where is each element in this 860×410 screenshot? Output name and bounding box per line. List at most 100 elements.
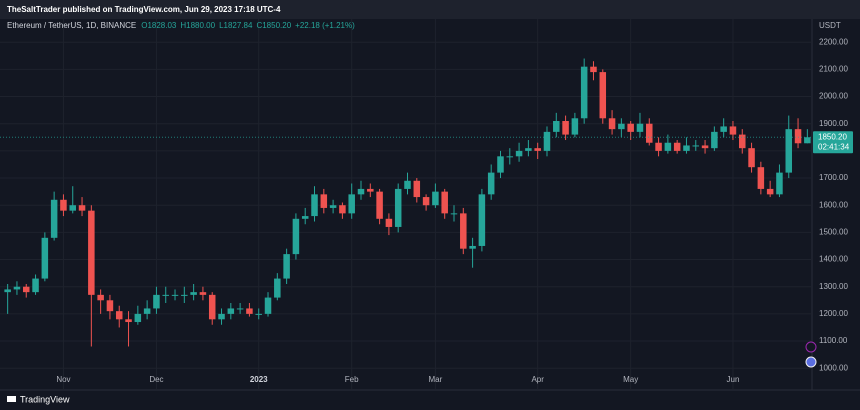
body <box>227 308 235 314</box>
body <box>460 213 467 249</box>
y-tick-label: 1500.00 <box>819 227 848 236</box>
body <box>190 292 197 295</box>
body <box>97 294 104 301</box>
ohlc-value: C1850.20 <box>256 21 291 30</box>
body <box>571 118 579 135</box>
body <box>218 313 225 320</box>
y-tick-label: 1200.00 <box>819 309 848 318</box>
body <box>469 245 476 249</box>
body <box>553 121 560 132</box>
body <box>562 121 569 135</box>
body <box>115 311 123 320</box>
x-tick-label: Nov <box>56 375 70 384</box>
body <box>766 188 774 195</box>
body <box>88 210 95 295</box>
body <box>580 66 588 119</box>
ohlc-value: L1827.84 <box>219 21 253 30</box>
ohlc-value: O1828.03 <box>141 21 177 30</box>
body <box>441 191 448 214</box>
header: Ethereum / TetherUS, 1D, BINANCE <box>7 21 136 30</box>
currency-box <box>815 20 845 32</box>
body <box>739 134 746 149</box>
y-tick-label: 1600.00 <box>819 200 848 209</box>
dividend-icon[interactable] <box>805 356 817 368</box>
body <box>785 129 793 173</box>
body <box>701 145 709 149</box>
body <box>729 126 737 135</box>
body <box>376 191 383 219</box>
body <box>748 148 755 168</box>
publisher-bar <box>0 0 860 19</box>
y-tick-label: 1700.00 <box>819 173 848 182</box>
body <box>506 156 514 158</box>
body <box>236 308 244 310</box>
body <box>41 237 49 279</box>
body <box>776 172 783 195</box>
publisher-line: TheSaltTrader published on TradingView.c… <box>7 5 281 14</box>
body <box>301 216 309 219</box>
body <box>599 72 607 119</box>
y-tick-label: 2200.00 <box>819 37 848 46</box>
body <box>22 286 30 293</box>
body <box>320 194 328 208</box>
x-tick-label: Feb <box>345 375 359 384</box>
body <box>413 180 421 198</box>
y-tick-label: 1400.00 <box>819 255 848 264</box>
y-tick-label: 1100.00 <box>819 336 848 345</box>
body <box>757 167 765 189</box>
body <box>143 308 151 314</box>
body <box>711 131 718 149</box>
body <box>543 131 551 151</box>
body <box>720 126 727 132</box>
body <box>264 297 272 314</box>
currency-label: USDT <box>819 21 841 30</box>
body <box>329 205 337 208</box>
ohlc-values: O1828.03 H1880.00 L1827.84 C1850.20 +22.18 (… <box>141 21 355 30</box>
body <box>636 123 644 132</box>
body <box>385 218 393 227</box>
body <box>125 319 132 323</box>
x-tick-label: May <box>623 375 638 384</box>
last-price-label: 1850.20 <box>818 132 847 141</box>
x-tick-label: Mar <box>429 375 443 384</box>
body <box>348 194 355 214</box>
body <box>106 300 114 312</box>
body <box>655 142 662 151</box>
body <box>692 145 700 147</box>
body <box>339 205 346 214</box>
last-price-box <box>813 131 853 154</box>
body <box>171 294 179 296</box>
body <box>478 194 486 246</box>
body <box>683 145 690 151</box>
y-tick-label: 2000.00 <box>819 92 848 101</box>
body <box>432 191 439 206</box>
candles <box>4 58 811 347</box>
body <box>673 142 681 151</box>
body <box>283 254 290 279</box>
footer-text: TradingView <box>20 394 70 404</box>
body <box>794 129 802 144</box>
body <box>181 294 188 296</box>
body <box>60 199 67 211</box>
body <box>292 218 300 255</box>
symbol: Ethereum / TetherUS, 1D, BINANCE <box>7 21 136 30</box>
countdown: 02:41:34 <box>818 142 850 151</box>
ohlc-value: +22.18 (+1.21%) <box>295 21 355 30</box>
body <box>450 213 458 215</box>
x-tick-label: Dec <box>149 375 163 384</box>
body <box>618 123 625 130</box>
body <box>69 205 76 211</box>
body <box>590 66 597 73</box>
body <box>646 123 653 143</box>
body <box>134 313 142 323</box>
body <box>78 205 86 211</box>
body <box>608 118 616 130</box>
body <box>525 148 532 151</box>
ohlc-value: H1880.00 <box>180 21 215 30</box>
y-tick-label: 1300.00 <box>819 282 848 291</box>
body <box>357 188 365 195</box>
body <box>367 188 374 192</box>
event-icon[interactable] <box>805 341 817 353</box>
